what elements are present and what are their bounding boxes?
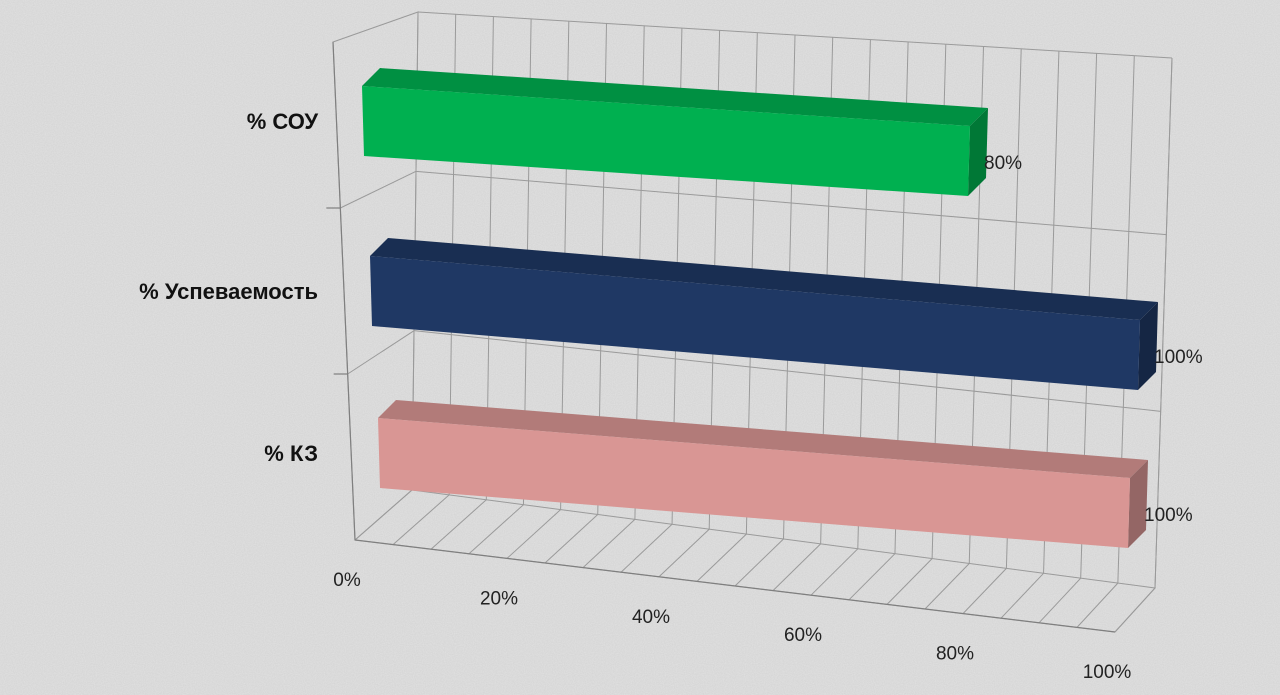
x-tick-label: 40% xyxy=(632,607,670,628)
x-tick-label: 20% xyxy=(480,588,518,609)
category-axis xyxy=(332,41,356,541)
bar-0 xyxy=(362,68,988,196)
category-gridline xyxy=(415,170,1167,236)
category-gridline xyxy=(347,330,415,375)
floor-gridline xyxy=(1000,572,1044,619)
bar-side-face xyxy=(968,108,988,196)
category-gridline xyxy=(413,330,1161,412)
floor-gridline xyxy=(468,504,524,555)
floor-gridline xyxy=(582,519,636,568)
floor-gridline xyxy=(1038,577,1082,624)
floor-gridline xyxy=(658,528,710,578)
floor-gridline xyxy=(544,514,599,564)
floor-gridline xyxy=(924,563,970,610)
bar-top-face xyxy=(378,400,1148,478)
bars xyxy=(362,68,1158,548)
wall-gridline xyxy=(1154,57,1173,589)
value-axis xyxy=(354,539,1116,633)
floor-gridline xyxy=(962,568,1007,614)
floor-gridline xyxy=(734,538,784,587)
x-tick-label: 60% xyxy=(784,625,822,646)
floor-gridline xyxy=(392,494,450,545)
bar-1 xyxy=(370,238,1158,390)
floor-gridline xyxy=(620,523,673,573)
floor-gridline xyxy=(886,558,933,605)
x-tick-label: 80% xyxy=(936,644,974,665)
data-label: 80% xyxy=(984,153,1022,174)
bar-front-face xyxy=(378,418,1130,548)
category-label: % СОУ xyxy=(247,109,319,134)
data-label: 100% xyxy=(1154,347,1203,368)
bar-top-face xyxy=(362,68,988,126)
bar-front-face xyxy=(370,256,1140,390)
bar-side-face xyxy=(1138,302,1158,390)
category-gridline xyxy=(340,170,417,209)
x-tick-label: 100% xyxy=(1083,662,1132,683)
bar-top-face xyxy=(370,238,1158,320)
floor-gridline xyxy=(1076,582,1119,628)
floor-gridline xyxy=(848,553,896,601)
floor-gridline xyxy=(506,509,561,559)
floor-gridline xyxy=(430,499,487,550)
floor-gridline xyxy=(354,489,413,541)
bar-front-face xyxy=(362,86,970,196)
bar-2 xyxy=(378,400,1148,548)
category-label: % КЗ xyxy=(264,441,318,466)
labels: 0% 20% 40% 60% 80% 100% 80% % СОУ 100% % Успеваем… xyxy=(139,109,1203,683)
floor-gridline xyxy=(772,543,821,591)
floor-gridline xyxy=(1114,587,1156,633)
floor-gridline xyxy=(696,533,747,582)
data-label: 100% xyxy=(1144,505,1193,526)
floor-gridline xyxy=(810,548,859,596)
category-label: % Успеваемость xyxy=(139,279,318,304)
bar-side-face xyxy=(1128,460,1148,548)
x-tick-label: 0% xyxy=(333,570,361,591)
